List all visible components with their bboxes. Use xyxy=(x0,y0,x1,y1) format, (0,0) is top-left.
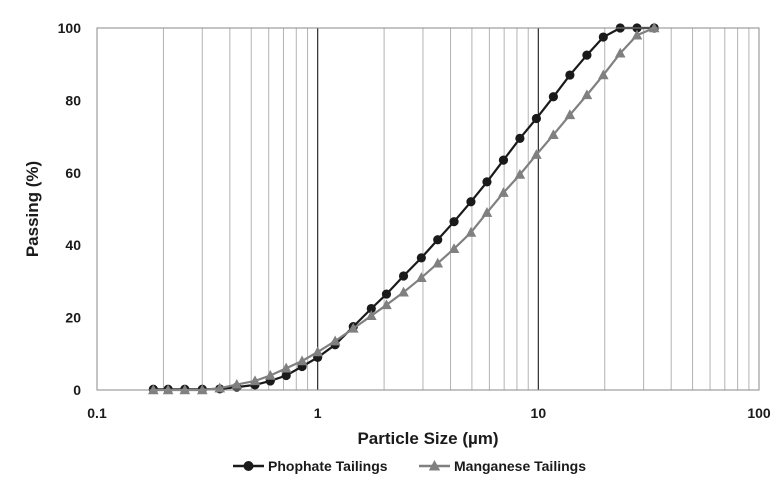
data-point xyxy=(381,299,392,310)
data-point xyxy=(280,362,292,373)
y-tick-label: 40 xyxy=(65,237,81,253)
data-point xyxy=(249,375,261,386)
data-point xyxy=(514,169,526,179)
data-point xyxy=(598,32,608,42)
data-point xyxy=(449,217,459,227)
x-tick-label: 10 xyxy=(531,405,547,421)
x-tick-labels: 0.1 1 10 100 xyxy=(87,405,771,421)
legend-item-phophate: Phophate Tailings xyxy=(233,458,388,474)
data-point xyxy=(162,384,174,395)
data-point xyxy=(416,253,426,263)
data-point xyxy=(597,69,609,80)
data-point xyxy=(365,310,377,320)
data-point xyxy=(614,47,626,58)
y-tick-label: 100 xyxy=(58,20,82,36)
data-point xyxy=(582,50,592,60)
data-point xyxy=(398,271,409,281)
data-point xyxy=(466,197,476,207)
data-point xyxy=(465,226,477,237)
data-point xyxy=(179,384,191,395)
data-point xyxy=(564,109,576,120)
x-tick-label: 0.1 xyxy=(87,405,107,421)
data-point xyxy=(231,378,243,389)
data-point xyxy=(347,322,359,333)
data-point xyxy=(416,272,427,282)
legend-marker-triangle xyxy=(428,460,441,471)
legend-marker-circle xyxy=(243,461,254,471)
data-point xyxy=(581,89,593,100)
data-point xyxy=(432,257,444,268)
data-point xyxy=(312,346,323,357)
x-tick-label: 100 xyxy=(747,405,771,421)
data-point xyxy=(481,207,493,217)
data-point xyxy=(366,303,376,314)
data-point xyxy=(515,133,525,144)
data-point xyxy=(548,92,558,102)
data-point xyxy=(281,370,291,381)
legend: Phophate Tailings Manganese Tailings xyxy=(233,458,586,474)
data-point xyxy=(148,384,159,395)
data-point xyxy=(381,289,392,299)
legend-label-phophate: Phophate Tailings xyxy=(268,458,388,474)
x-axis-title: Particle Size (µm) xyxy=(357,429,498,448)
data-point xyxy=(498,155,509,165)
series-layer xyxy=(148,22,660,395)
y-tick-label: 0 xyxy=(73,382,81,398)
data-point xyxy=(264,369,276,380)
data-point xyxy=(196,384,208,395)
data-point xyxy=(433,235,443,245)
y-tick-label: 60 xyxy=(65,165,81,181)
x-tick-label: 1 xyxy=(314,405,322,421)
data-point xyxy=(398,286,409,297)
data-point xyxy=(631,29,643,40)
legend-item-manganese: Manganese Tailings xyxy=(419,458,586,474)
y-tick-label: 20 xyxy=(65,310,81,326)
data-point xyxy=(498,187,509,197)
data-point xyxy=(531,149,542,159)
legend-label-manganese: Manganese Tailings xyxy=(454,458,586,474)
y-tick-labels: 0 20 40 60 80 100 xyxy=(58,20,82,398)
data-point xyxy=(531,113,541,124)
y-axis-title: Passing (%) xyxy=(23,161,42,257)
data-point xyxy=(482,177,492,187)
data-point xyxy=(448,243,460,254)
data-point xyxy=(548,129,559,139)
data-point xyxy=(296,355,308,366)
data-point xyxy=(565,70,575,80)
data-point xyxy=(648,22,660,33)
y-tick-label: 80 xyxy=(65,92,81,108)
data-point xyxy=(329,335,341,346)
plot-area-border xyxy=(96,27,760,391)
